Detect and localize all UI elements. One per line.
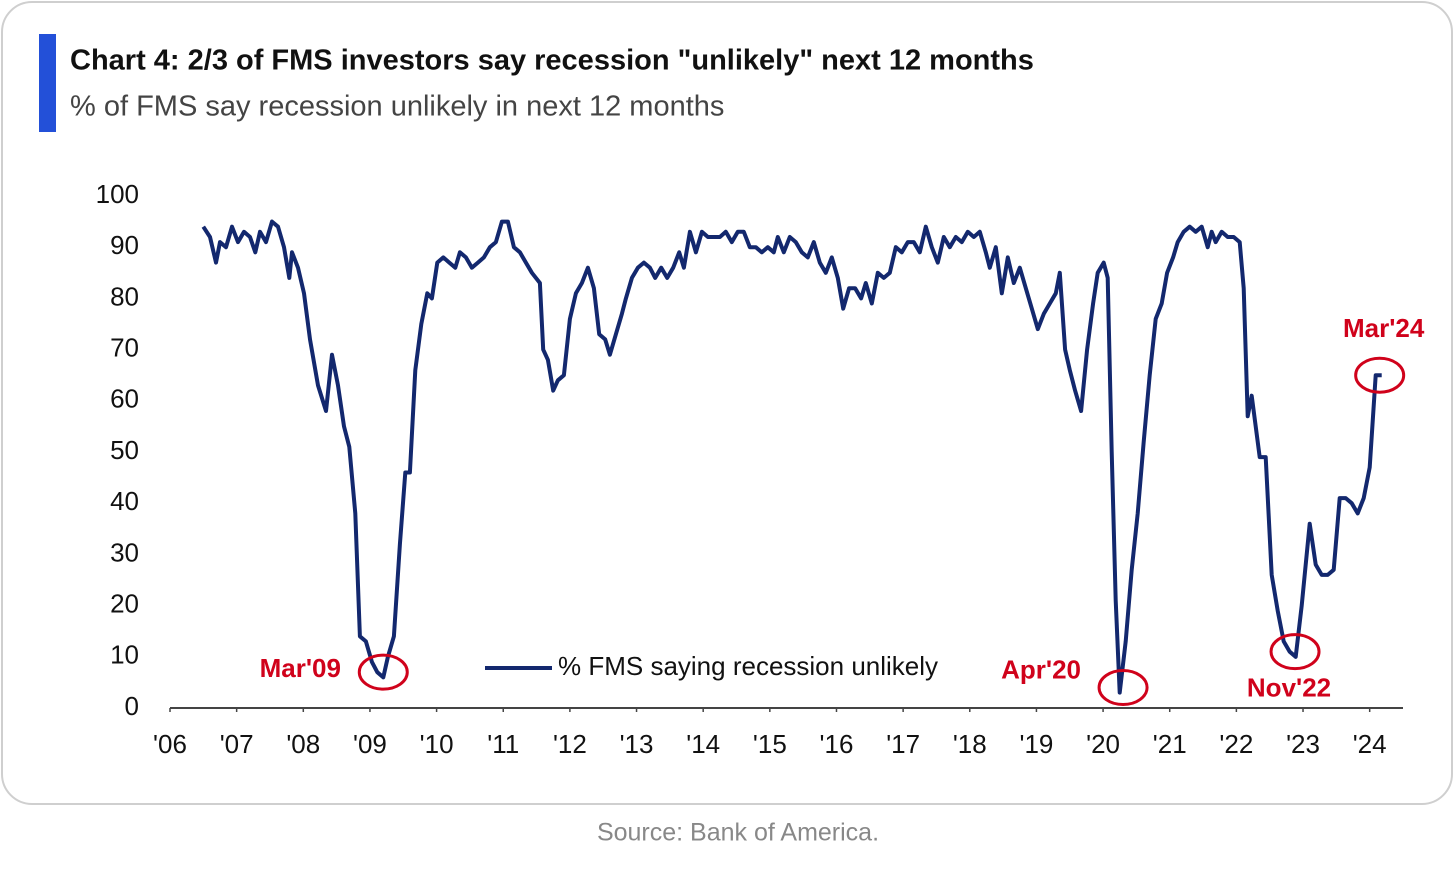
x-tick-label: '21 [1153, 729, 1187, 759]
y-tick-label: 20 [110, 588, 139, 618]
y-tick-label: 0 [125, 691, 139, 721]
x-tick-label: '15 [753, 729, 787, 759]
annotation-circle [1354, 356, 1406, 394]
x-tick-label: '12 [553, 729, 587, 759]
series-line [201, 219, 1382, 695]
y-tick-label: 70 [110, 332, 139, 362]
x-tick-label: '08 [286, 729, 320, 759]
annotation-label: Nov'22 [1247, 673, 1331, 703]
x-tick-label: '09 [353, 729, 387, 759]
x-tick-label: '16 [820, 729, 854, 759]
x-tick-label: '24 [1353, 729, 1387, 759]
x-tick-label: '22 [1219, 729, 1253, 759]
y-tick-label: 40 [110, 486, 139, 516]
legend-label: % FMS saying recession unlikely [558, 651, 938, 681]
chart-subtitle: % of FMS say recession unlikely in next … [70, 91, 724, 123]
annotation-circle [1269, 633, 1321, 671]
x-tick-label: '23 [1286, 729, 1320, 759]
y-tick-label: 10 [110, 640, 139, 670]
x-tick-label: '06 [153, 729, 187, 759]
x-tick-label: '10 [420, 729, 454, 759]
annotation-circle [1097, 669, 1149, 707]
x-tick-label: '13 [620, 729, 654, 759]
y-tick-label: 30 [110, 537, 139, 567]
card [1, 1, 1453, 805]
x-tick-label: '07 [220, 729, 254, 759]
y-tick-label: 100 [96, 179, 139, 209]
x-tick-label: '11 [487, 729, 519, 759]
x-tick-label: '20 [1086, 729, 1120, 759]
y-tick-label: 80 [110, 281, 139, 311]
x-tick-label: '18 [953, 729, 987, 759]
chart-title: Chart 4: 2/3 of FMS investors say recess… [70, 45, 1034, 77]
annotation-label: Apr'20 [1001, 654, 1081, 684]
source: Source: Bank of America. [597, 819, 879, 847]
y-tick-label: 60 [110, 384, 139, 414]
annotation-label: Mar'24 [1343, 313, 1425, 343]
x-tick-label: '19 [1019, 729, 1053, 759]
y-tick-label: 50 [110, 435, 139, 465]
annotation-circle [357, 653, 409, 691]
annotation-label: Mar'09 [260, 653, 341, 683]
title-accent [39, 34, 56, 132]
y-tick-label: 90 [110, 230, 139, 260]
x-tick-label: '14 [686, 729, 720, 759]
x-tick-label: '17 [886, 729, 920, 759]
